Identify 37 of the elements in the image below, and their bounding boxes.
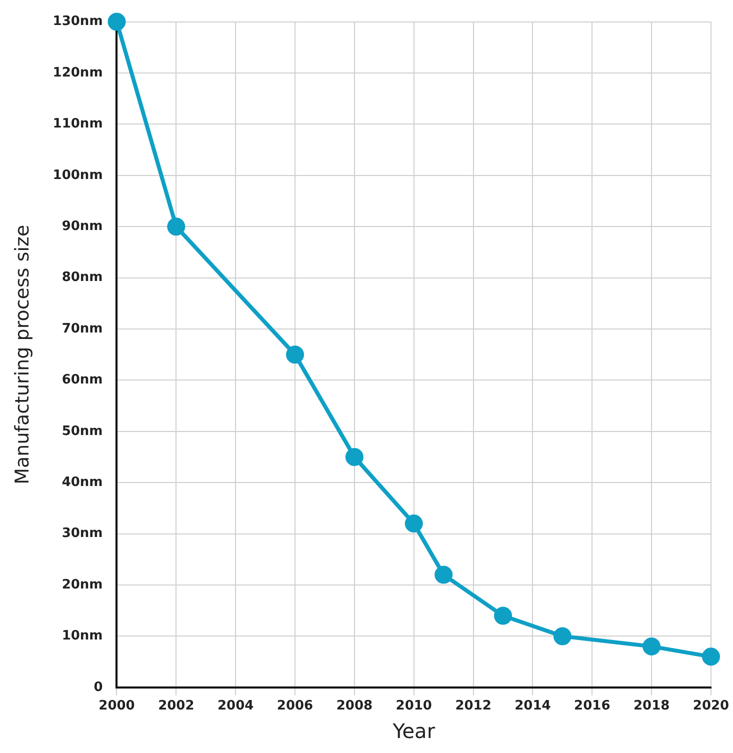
y-tick-label: 100nm bbox=[52, 168, 103, 183]
x-tick-label: 2012 bbox=[455, 698, 492, 714]
point bbox=[553, 627, 572, 646]
y-tick-label: 50nm bbox=[62, 424, 103, 439]
point bbox=[434, 566, 453, 584]
y-tick-label: 10nm bbox=[62, 628, 103, 644]
y-tick-label: 130nm bbox=[52, 14, 103, 30]
x-tick-label: 2020 bbox=[692, 698, 730, 714]
x-tick-label: 2008 bbox=[336, 698, 373, 714]
y-tick-label: 90nm bbox=[62, 218, 103, 234]
x-axis-title: Year bbox=[392, 719, 436, 744]
point bbox=[108, 12, 126, 31]
y-axis-title: Manufacturing process size bbox=[11, 224, 34, 484]
point bbox=[404, 514, 423, 533]
y-tick-label: 70nm bbox=[62, 321, 103, 336]
y-tick-label: 120nm bbox=[52, 65, 103, 80]
y-tick-label: 40nm bbox=[62, 474, 103, 490]
point bbox=[167, 218, 186, 236]
point bbox=[702, 648, 720, 666]
x-tick-label: 2018 bbox=[633, 698, 670, 714]
x-tick-label: 2000 bbox=[98, 698, 135, 714]
x-tick-label: 2002 bbox=[158, 698, 194, 714]
y-tick-label: 110nm bbox=[52, 116, 103, 132]
y-tick-label: 0 bbox=[94, 680, 103, 695]
x-tick-label: 2004 bbox=[217, 698, 254, 714]
x-tick-label: 2016 bbox=[574, 698, 610, 714]
y-tick-label: 80nm bbox=[62, 270, 103, 286]
x-tick-label: 2006 bbox=[276, 698, 314, 714]
point bbox=[345, 448, 364, 466]
x-tick-label: 2010 bbox=[396, 698, 432, 714]
point bbox=[286, 346, 304, 364]
point bbox=[494, 606, 512, 625]
y-tick-label: 20nm bbox=[62, 577, 103, 592]
x-tick-label: 2014 bbox=[514, 698, 551, 714]
y-tick-label: 30nm bbox=[62, 526, 103, 542]
point bbox=[642, 637, 661, 656]
y-tick-label: 60nm bbox=[62, 372, 103, 388]
